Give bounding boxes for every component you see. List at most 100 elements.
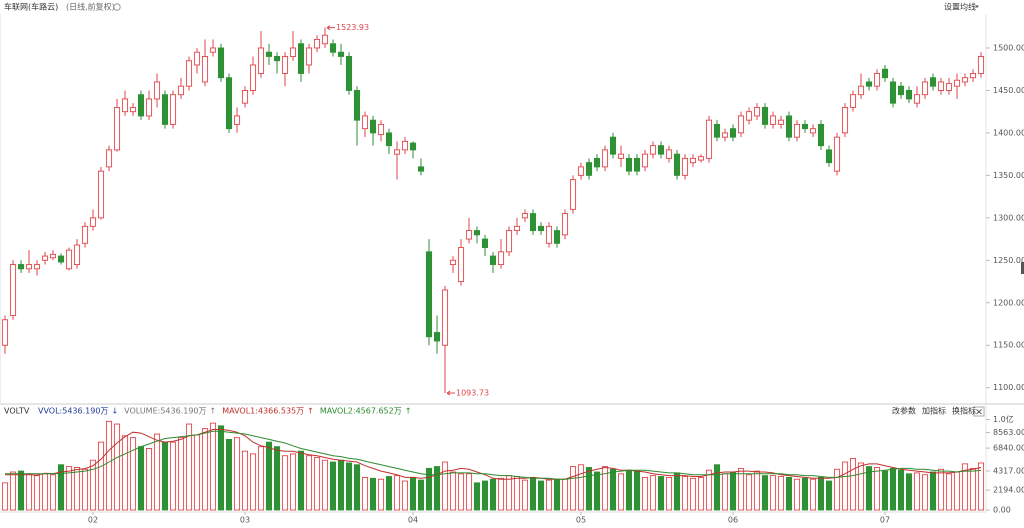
volume-bar <box>361 476 369 511</box>
volume-bar <box>17 470 25 511</box>
candle-body <box>673 153 681 176</box>
x-tick-label: 04 <box>408 516 418 525</box>
legend-entry: VVOL:5436.190万 <box>38 407 108 416</box>
candle-body <box>41 255 49 261</box>
candle-body <box>705 119 713 159</box>
volume-bar <box>425 467 433 511</box>
volume-bar <box>41 473 49 511</box>
candle-body <box>841 106 849 134</box>
volume-bar <box>385 476 393 511</box>
y-tick-label: 1350.00 <box>993 171 1024 180</box>
candle-body <box>449 259 457 266</box>
indicator-button[interactable]: 加指标 <box>922 406 946 416</box>
volume-bar <box>817 476 825 511</box>
y-tick-label: 1.0亿 <box>993 414 1014 424</box>
volume-bar <box>249 453 257 511</box>
candle-body <box>681 157 689 176</box>
volume-bar <box>233 437 241 511</box>
candle-body <box>641 153 649 168</box>
volume-bar <box>49 474 57 511</box>
candle-body <box>297 43 305 74</box>
ma-settings[interactable]: 设置均线 <box>944 2 976 12</box>
candle-body <box>329 43 337 53</box>
candle-body <box>337 51 345 57</box>
volume-bar <box>617 473 625 511</box>
candle-body <box>313 39 321 49</box>
close-icon <box>976 409 982 415</box>
candle-body <box>73 244 81 266</box>
candle-body <box>961 77 969 83</box>
candle-body <box>513 225 521 232</box>
legend-arrow: ↑ <box>210 407 217 416</box>
volume-bar <box>225 438 233 511</box>
settings-icon[interactable] <box>113 3 121 11</box>
volume-bar <box>401 480 409 511</box>
candle-body <box>361 115 369 130</box>
y-tick-label: 1300.00 <box>993 213 1024 222</box>
candle-body <box>1 319 9 346</box>
volume-bar <box>609 468 617 511</box>
candle-body <box>769 115 777 125</box>
volume-bar <box>25 473 33 511</box>
candle-body <box>665 149 673 159</box>
volume-bar <box>329 461 337 511</box>
candle-body <box>937 81 945 91</box>
volume-bar <box>441 461 449 511</box>
candle-body <box>249 64 257 91</box>
candle-body <box>801 123 809 130</box>
candle-body <box>497 251 505 266</box>
candle-body <box>897 85 905 96</box>
volume-bar <box>81 468 89 511</box>
y-tick-label: 0.00 <box>993 506 1011 515</box>
candle-body <box>65 249 73 270</box>
volume-bar <box>561 478 569 511</box>
min-arrow <box>446 390 455 396</box>
candle-body <box>281 56 289 74</box>
volume-bar <box>337 459 345 511</box>
candle-body <box>217 47 225 79</box>
volume-bar <box>761 475 769 511</box>
volume-bar <box>241 450 249 511</box>
candle-body <box>809 128 817 134</box>
candle-body <box>601 149 609 168</box>
candle-body <box>913 94 921 104</box>
candle-body <box>201 56 209 83</box>
candle-body <box>129 106 137 113</box>
volume-bar <box>113 423 121 511</box>
volume-bar <box>217 425 225 511</box>
volume-bar <box>769 475 777 511</box>
candle-body <box>49 253 57 259</box>
candle-body <box>377 123 385 136</box>
volume-bar <box>889 467 897 511</box>
indicator-button[interactable]: 改参数 <box>892 406 916 416</box>
candle-body <box>265 51 273 57</box>
indicator-name: VOLTV <box>4 407 30 416</box>
candle-body <box>729 128 737 138</box>
candle-body <box>929 77 937 87</box>
indicator-button[interactable]: 换指标 <box>952 406 976 416</box>
volume-bar <box>433 466 441 511</box>
candle-body <box>881 68 889 79</box>
volume-bar <box>473 482 481 511</box>
volume-bar <box>169 441 177 511</box>
candle-body <box>977 56 985 74</box>
volume-bar <box>497 477 505 511</box>
volume-bar <box>313 457 321 511</box>
volume-bar <box>673 472 681 511</box>
volume-bar <box>353 464 361 511</box>
candle-body <box>169 94 177 125</box>
volume-bar <box>57 464 65 511</box>
min-label: 1093.73 <box>456 389 489 398</box>
volume-bar <box>961 463 969 511</box>
volume-bar <box>105 420 113 511</box>
candle-body <box>465 230 473 240</box>
volume-bar <box>721 473 729 511</box>
candle-body <box>737 115 745 134</box>
volume-bar <box>865 466 873 511</box>
volume-bar <box>97 441 105 511</box>
scroll-handle[interactable] <box>1021 262 1024 274</box>
volume-bar <box>281 455 289 511</box>
volume-bar <box>593 471 601 511</box>
candle-body <box>401 140 409 151</box>
candle-body <box>553 230 561 244</box>
